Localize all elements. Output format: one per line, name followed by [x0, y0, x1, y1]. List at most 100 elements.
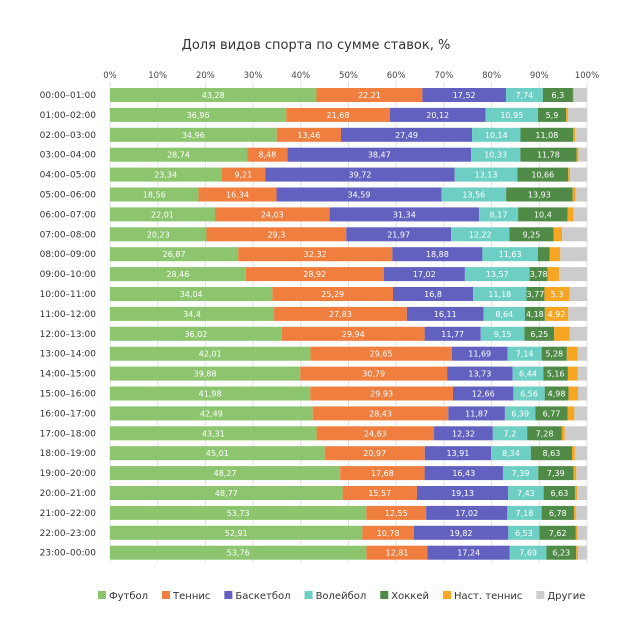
- category-label: 21:00–22:00: [40, 509, 97, 519]
- category-label: 13:00–14:00: [40, 350, 97, 360]
- data-label: 9,15: [494, 330, 512, 339]
- bar-segment: [110, 107, 287, 122]
- x-tick-label: 50%: [339, 71, 358, 81]
- bar-segment: [454, 167, 518, 182]
- legend-item: Футбол: [98, 591, 148, 602]
- data-label: 34,4: [183, 310, 201, 319]
- data-label: 17,02: [455, 509, 478, 518]
- bar-segment: [547, 267, 560, 282]
- bar-segment: [543, 486, 576, 500]
- bar-segment: [110, 406, 313, 421]
- data-label: 6,39: [511, 409, 529, 418]
- bar-segment: [576, 147, 579, 162]
- legend: Футбол Теннис Баскетбол Волейбол Хоккей Наст.…: [98, 591, 585, 602]
- bar-segment: [424, 326, 481, 341]
- data-label: 18,56: [143, 191, 166, 200]
- data-label: 8,48: [258, 151, 276, 160]
- bar-segment: [441, 187, 507, 202]
- bar-segment: [572, 446, 575, 461]
- data-label: 5,9: [546, 111, 559, 120]
- bar-segment: [544, 386, 569, 401]
- bar-segment: [568, 167, 571, 182]
- data-label: 19,13: [451, 489, 474, 498]
- x-tick-label: 70%: [434, 71, 453, 81]
- data-label: 17,02: [413, 270, 436, 279]
- bar-segment: [578, 545, 587, 560]
- bar-segment: [567, 207, 574, 222]
- data-label: 12,66: [472, 390, 495, 399]
- data-label: 11,08: [535, 131, 558, 140]
- data-label: 10,95: [500, 111, 523, 120]
- bar-segment: [392, 247, 483, 262]
- data-label: 34,04: [180, 290, 203, 299]
- bar-segment: [110, 525, 363, 540]
- data-label: 7,18: [516, 509, 534, 518]
- bar-segment: [393, 287, 474, 301]
- bar-segment: [529, 267, 548, 282]
- category-label: 18:00–19:00: [40, 449, 97, 459]
- x-tick-label: 40%: [291, 71, 310, 81]
- bar-row: 36,02 29,94 11,77 9,15 6,25: [110, 326, 587, 341]
- category-label: 03:00–04:00: [40, 151, 97, 161]
- bar-row: 41,98 29,93 12,66 6,56 4,98: [110, 386, 587, 401]
- bar-segment: [451, 346, 508, 361]
- data-label: 7,74: [516, 91, 534, 100]
- category-label: 02:00–03:00: [40, 131, 97, 141]
- data-label: 13,46: [297, 131, 320, 140]
- category-label: 23:00–00:00: [40, 549, 97, 559]
- bar-segment: [480, 326, 525, 341]
- bar-segment: [110, 426, 317, 441]
- category-label: 10:00–11:00: [40, 290, 97, 300]
- bar-rows: 43,28 22,21 17,52 7,74 6,3 36,96 21,68 20,12 10,…: [110, 88, 587, 560]
- bar-row: 48,27 17,68 16,43 7,39 7,39: [110, 466, 587, 481]
- data-label: 29,3: [267, 230, 285, 239]
- legend-label: Футбол: [109, 591, 148, 602]
- bar-segment: [110, 227, 207, 242]
- bar-segment: [573, 207, 587, 222]
- bar-segment: [520, 147, 577, 162]
- bar-segment: [362, 525, 414, 540]
- legend-item: Наст. теннис: [442, 591, 522, 602]
- bar-row: 43,31 24,63 12,32 7,2 7,28: [110, 426, 587, 441]
- bar-segment: [575, 525, 578, 540]
- bar-segment: [524, 306, 545, 321]
- bar-segment: [482, 247, 538, 262]
- category-label: 15:00–16:00: [40, 390, 97, 400]
- bar-segment: [110, 88, 317, 102]
- x-tick-label: 10%: [148, 71, 167, 81]
- bar-segment: [570, 167, 587, 182]
- bar-segment: [427, 545, 510, 560]
- bar-segment: [508, 486, 544, 500]
- data-label: 11,69: [468, 350, 491, 359]
- data-label: 17,24: [457, 549, 480, 558]
- data-label: 10,33: [484, 151, 507, 160]
- gridlines: [109, 82, 588, 563]
- bar-row: 42,01 29,65 11,69 7,14 5,28: [110, 346, 587, 361]
- bar-row: 34,04 25,29 16,8 11,18 3,77 5,3: [110, 287, 587, 301]
- bar-segment: [110, 346, 311, 361]
- bar-segment: [527, 426, 562, 441]
- bar-segment: [110, 486, 343, 500]
- bar-segment: [329, 207, 480, 222]
- data-label: 43,31: [202, 429, 225, 438]
- bar-segment: [416, 486, 509, 500]
- category-label: 19:00–20:00: [40, 469, 97, 479]
- data-label: 28,46: [166, 270, 189, 279]
- bar-segment: [576, 466, 587, 481]
- bar-segment: [546, 545, 577, 560]
- data-label: 15,57: [368, 489, 391, 498]
- category-label: 04:00–05:00: [40, 171, 97, 181]
- bar-segment: [310, 386, 454, 401]
- category-label: 01:00–02:00: [40, 111, 97, 121]
- bar-segment: [538, 466, 574, 481]
- bar-row: 28,74 8,48 38,47 10,33 11,78: [110, 147, 587, 162]
- bar-segment: [574, 406, 587, 421]
- legend-item: Другие: [536, 591, 585, 602]
- category-label: 22:00–23:00: [40, 529, 97, 539]
- bar-segment: [366, 545, 428, 560]
- bar-segment: [389, 107, 486, 122]
- bar-segment: [508, 525, 540, 540]
- category-label: 16:00–17:00: [40, 409, 97, 419]
- data-label: 41,98: [199, 390, 222, 399]
- data-label: 3,78: [530, 270, 548, 279]
